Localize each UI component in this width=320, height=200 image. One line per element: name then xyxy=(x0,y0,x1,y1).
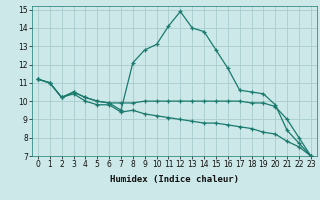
X-axis label: Humidex (Indice chaleur): Humidex (Indice chaleur) xyxy=(110,175,239,184)
